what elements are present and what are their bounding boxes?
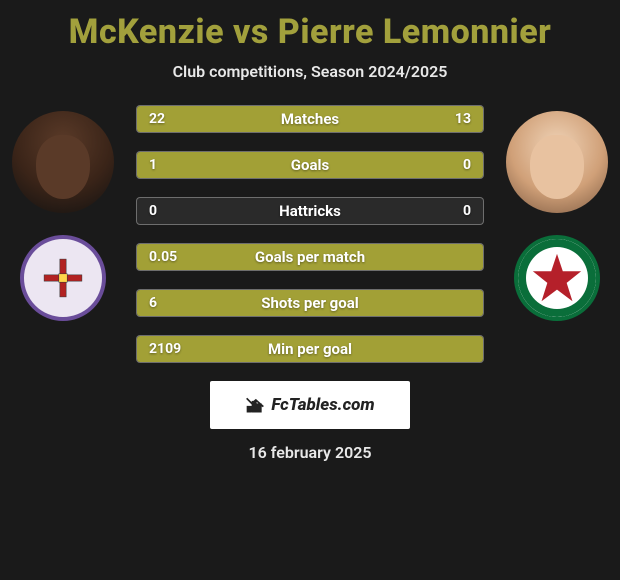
stat-row: 6 Shots per goal (136, 289, 484, 317)
player2-title: Pierre Lemonnier (278, 12, 552, 52)
player2-club-logo (514, 235, 600, 321)
comparison-title: McKenzie vs Pierre Lemonnier (69, 12, 552, 52)
site-name: FcTables.com (271, 395, 374, 415)
player2-avatar (506, 111, 608, 213)
site-logo[interactable]: FcTables.com (210, 381, 410, 429)
right-side (502, 105, 612, 321)
stat-row: 1 0 Goals (136, 151, 484, 179)
left-side (8, 105, 118, 321)
stat-label: Matches (281, 110, 339, 128)
stat-label: Goals (291, 156, 329, 174)
stat-left-value: 0.05 (149, 249, 177, 265)
stat-label: Min per goal (268, 340, 352, 358)
main-row: 22 13 Matches 1 0 Goals 0 0 Hattricks 0.05 Goals p… (8, 105, 612, 363)
stat-right-value: 0 (463, 203, 471, 219)
stat-row: 0 0 Hattricks (136, 197, 484, 225)
stat-row: 22 13 Matches (136, 105, 484, 133)
stat-left-value: 22 (149, 111, 165, 127)
stat-left-value: 2109 (149, 341, 181, 357)
stat-left-value: 0 (149, 203, 157, 219)
stat-label: Goals per match (255, 248, 365, 266)
player1-club-logo (20, 235, 106, 321)
stat-label: Hattricks (279, 202, 341, 220)
stats-column: 22 13 Matches 1 0 Goals 0 0 Hattricks 0.05 Goals p… (118, 105, 502, 363)
stat-row: 0.05 Goals per match (136, 243, 484, 271)
stat-label: Shots per goal (261, 294, 358, 312)
footer: FcTables.com 16 february 2025 (210, 381, 410, 462)
date-text: 16 february 2025 (248, 443, 371, 462)
stat-row: 2109 Min per goal (136, 335, 484, 363)
stat-right-value: 13 (455, 111, 471, 127)
stat-fill-left (137, 106, 414, 132)
stat-left-value: 1 (149, 157, 157, 173)
comparison-card: McKenzie vs Pierre Lemonnier Club compet… (0, 0, 620, 462)
stat-left-value: 6 (149, 295, 157, 311)
stat-fill-right (414, 106, 483, 132)
star-icon (528, 249, 586, 307)
cross-icon (42, 257, 84, 299)
player1-title: McKenzie (69, 12, 224, 52)
stat-right-value: 0 (463, 157, 471, 173)
vs-word: vs (233, 12, 269, 52)
subtitle: Club competitions, Season 2024/2025 (173, 62, 448, 81)
player1-avatar (12, 111, 114, 213)
chart-icon (245, 395, 265, 415)
